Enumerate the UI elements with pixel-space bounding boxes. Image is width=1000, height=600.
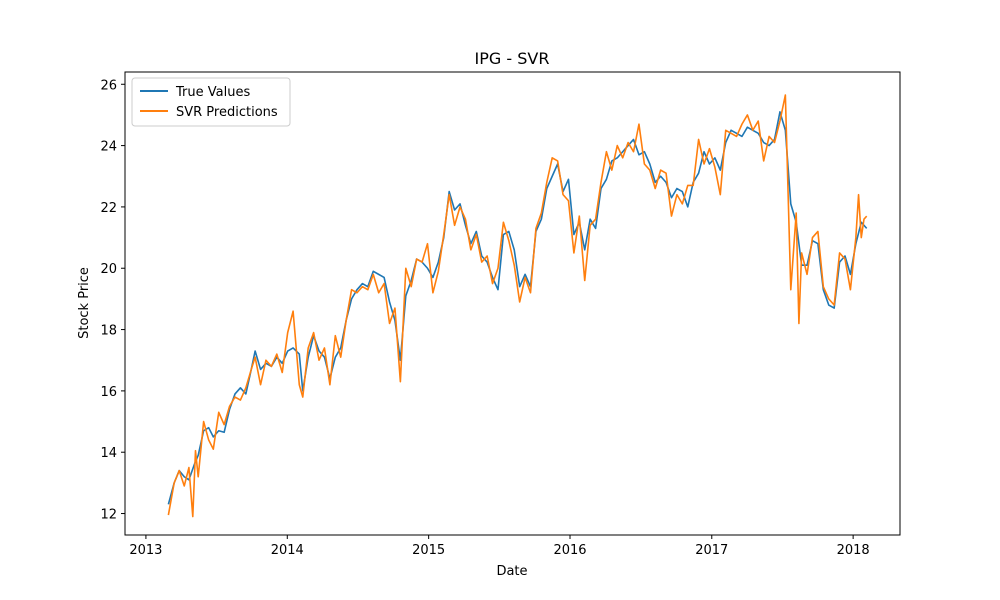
y-tick-label: 26 (100, 78, 117, 93)
x-tick-label: 2016 (553, 543, 586, 558)
legend-box (131, 77, 291, 127)
legend: True Values SVR Predictions (131, 77, 291, 127)
y-tick-label: 12 (100, 508, 117, 523)
chart-title: IPG - SVR (475, 49, 550, 68)
series-line-svr-predictions (167, 94, 868, 518)
y-tick-label: 16 (100, 385, 117, 400)
x-tick-label: 2018 (837, 543, 870, 558)
x-tick-label: 2013 (129, 543, 162, 558)
y-tick-label: 24 (100, 140, 117, 155)
plot-area (125, 72, 900, 535)
plot-background (125, 72, 900, 535)
y-tick-label: 14 (100, 446, 117, 461)
y-tick-label: 18 (100, 324, 117, 339)
y-tick-label: 20 (100, 262, 117, 277)
x-tick-label: 2017 (695, 543, 728, 558)
x-axis: 2013 2014 2015 2016 2017 2018 (129, 535, 870, 558)
plot-frame (124, 71, 901, 536)
x-tick-label: 2015 (412, 543, 445, 558)
series-line-true-values (167, 111, 868, 505)
x-axis-label: Date (496, 564, 527, 579)
y-tick-label: 22 (100, 201, 117, 216)
series-lines (167, 94, 868, 518)
x-tick-label: 2014 (271, 543, 304, 558)
legend-label-true-values: True Values (175, 85, 250, 100)
y-axis-label: Stock Price (77, 267, 92, 339)
y-axis: 12 14 16 18 20 22 24 26 (100, 78, 125, 523)
legend-label-svr-predictions: SVR Predictions (176, 105, 278, 120)
